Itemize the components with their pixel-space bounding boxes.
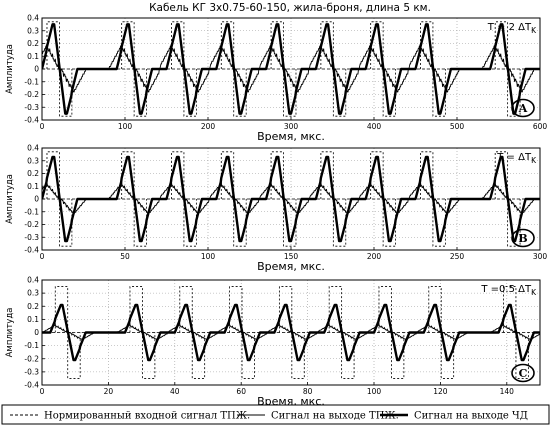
x-tick-label: 0 [40,252,45,261]
x-tick-label: 20 [104,387,114,396]
y-tick-label: -0.3 [24,367,39,376]
series-ch-output [42,23,540,115]
y-tick-label: 0 [34,65,39,74]
legend-label: Сигнал на выходе ЧД [414,411,528,422]
y-axis-label: Амплитуда [5,308,15,358]
x-tick-label: 120 [433,387,448,396]
panel-a: -0.4 -0.3 -0.2 -0.1 0 0.1 0.2 0.3 0.4 0 100 200 300 4… [5,14,548,144]
series-ch-output [42,155,540,243]
x-tick-label: 100 [367,387,382,396]
y-tick-label: 0 [34,195,39,204]
panel-badge-label: C [519,367,528,380]
panel-badge-label: A [518,102,528,115]
x-tick-label: 150 [284,252,299,261]
x-tick-label: 250 [450,252,465,261]
series-tpzh-output [42,43,540,93]
x-tick-label: 600 [533,122,548,131]
panel-c: -0.4 -0.3 -0.2 -0.1 0 0.1 0.2 0.3 0.4 0 20 40 60 80 10… [5,276,541,408]
legend: Нормированный входной сигнал ТПЖ. Сигнал … [1,404,550,425]
y-tick-label: 0.1 [27,315,39,324]
y-tick-label: -0.2 [24,354,39,363]
period-label: T =0.5 ΔTK [480,284,537,297]
x-tick-label: 300 [533,252,548,261]
x-tick-label: 200 [367,252,382,261]
y-tick-label: 0.3 [27,289,39,298]
x-tick-label: 100 [118,122,133,131]
y-tick-label: 0.3 [27,156,39,165]
y-axis-label: Амплитуда [5,44,15,94]
y-tick-label: -0.1 [24,207,39,216]
x-axis-label: Время, мкс. [257,260,325,273]
y-tick-label: 0.1 [27,182,39,191]
y-tick-label: 0.2 [27,302,39,311]
panel-badge-label: B [518,232,527,245]
y-tick-label: 0.3 [27,26,39,35]
y-tick-label: 0.4 [27,14,39,23]
x-tick-label: 140 [500,387,515,396]
x-axis-label: Время, мкс. [257,130,325,143]
y-axis-label: Амплитуда [5,174,15,224]
y-tick-label: -0.3 [24,233,39,242]
y-tick-label: 0 [34,328,39,337]
x-tick-label: 200 [201,122,216,131]
y-tick-label: -0.2 [24,90,39,99]
period-label: T = ΔTK [496,152,537,165]
y-tick-label: -0.3 [24,103,39,112]
panel-b: -0.4 -0.3 -0.2 -0.1 0 0.1 0.2 0.3 0.4 0 50 100 150 20… [5,144,548,274]
y-tick-label: -0.2 [24,220,39,229]
x-tick-label: 40 [170,387,180,396]
x-tick-label: 100 [201,252,216,261]
y-tick-label: 0.1 [27,52,39,61]
figure-title: Кабель КГ 3х0.75-60-150, жила-броня, дли… [149,2,431,14]
legend-frame [1,404,550,425]
series-ch-output [42,303,540,362]
y-tick-label: -0.4 [24,246,39,255]
x-tick-label: 400 [367,122,382,131]
y-tick-label: -0.1 [24,77,39,86]
series-tpzh-output [42,182,540,215]
y-tick-label: 0.4 [27,276,39,285]
x-tick-label: 80 [303,387,313,396]
period-label: T = 2 ΔTK [487,22,537,35]
legend-label: Сигнал на выходе ТПЖ. [271,411,399,422]
x-tick-label: 60 [236,387,246,396]
x-tick-label: 0 [40,122,45,131]
y-tick-label: -0.1 [24,341,39,350]
x-tick-label: 50 [120,252,130,261]
y-tick-label: 0.2 [27,39,39,48]
y-tick-label: 0.4 [27,144,39,153]
x-tick-label: 0 [40,387,45,396]
y-tick-label: -0.4 [24,381,39,390]
legend-label: Нормированный входной сигнал ТПЖ. [44,411,250,422]
x-tick-label: 500 [450,122,465,131]
y-tick-label: -0.4 [24,116,39,125]
x-tick-label: 300 [284,122,299,131]
y-tick-label: 0.2 [27,169,39,178]
